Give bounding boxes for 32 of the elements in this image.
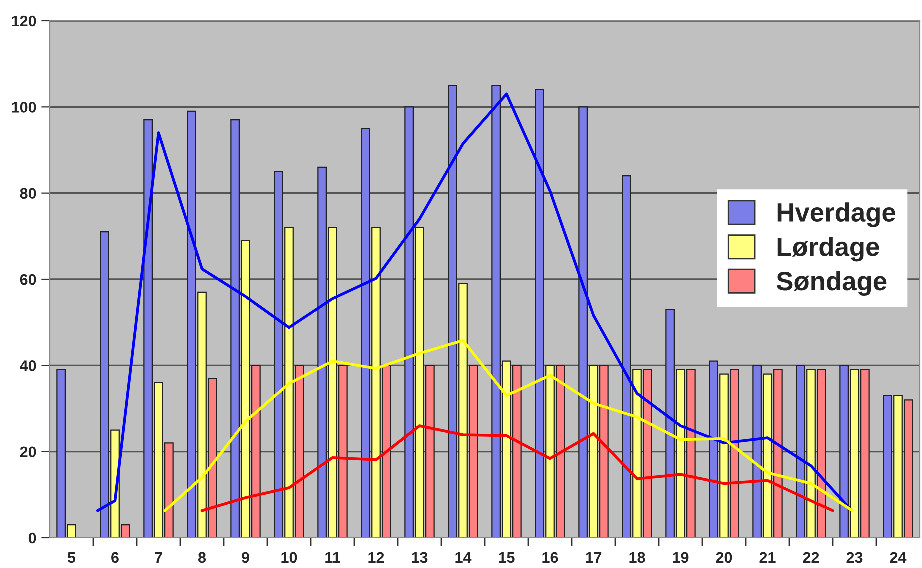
x-tick-label: 21 [760, 552, 776, 563]
y-tick-label: 60 [20, 274, 36, 286]
x-tick-label: 11 [326, 552, 340, 563]
y-tick-label: 120 [12, 16, 36, 27]
x-tick-label: 19 [673, 552, 689, 564]
x-tick-label: 9 [242, 552, 250, 564]
x-tick-label: 24 [890, 552, 907, 563]
x-tick-label: 12 [368, 552, 384, 563]
y-tick-label: 80 [20, 188, 36, 200]
x-tick-label: 16 [542, 552, 558, 564]
x-tick-label: 18 [630, 552, 646, 564]
line-series [164, 339, 854, 512]
legend-label: Søndage [776, 271, 887, 296]
x-tick-label: 22 [803, 552, 820, 563]
x-tick-label: 13 [412, 552, 428, 564]
x-tick-label: 17 [586, 552, 602, 563]
legend-label: Hverdage [778, 202, 896, 228]
x-tick-label: 15 [499, 552, 515, 564]
y-tick-label: 40 [20, 360, 36, 372]
line-series [200, 424, 834, 512]
x-tick-label: 5 [68, 552, 76, 564]
x-tick-label: 23 [846, 552, 863, 564]
x-tick-label: 6 [112, 552, 119, 564]
y-tick-label: 20 [20, 446, 36, 458]
x-tick-label: 20 [716, 552, 732, 564]
y-tick-label: 0 [28, 532, 36, 544]
x-tick-label: 10 [282, 552, 298, 564]
x-tick-label: 7 [155, 552, 162, 563]
x-tick-label: 14 [456, 552, 472, 563]
legend-label: Lørdage [778, 236, 880, 262]
x-tick-label: 8 [198, 552, 206, 564]
y-tick-label: 100 [12, 102, 36, 113]
